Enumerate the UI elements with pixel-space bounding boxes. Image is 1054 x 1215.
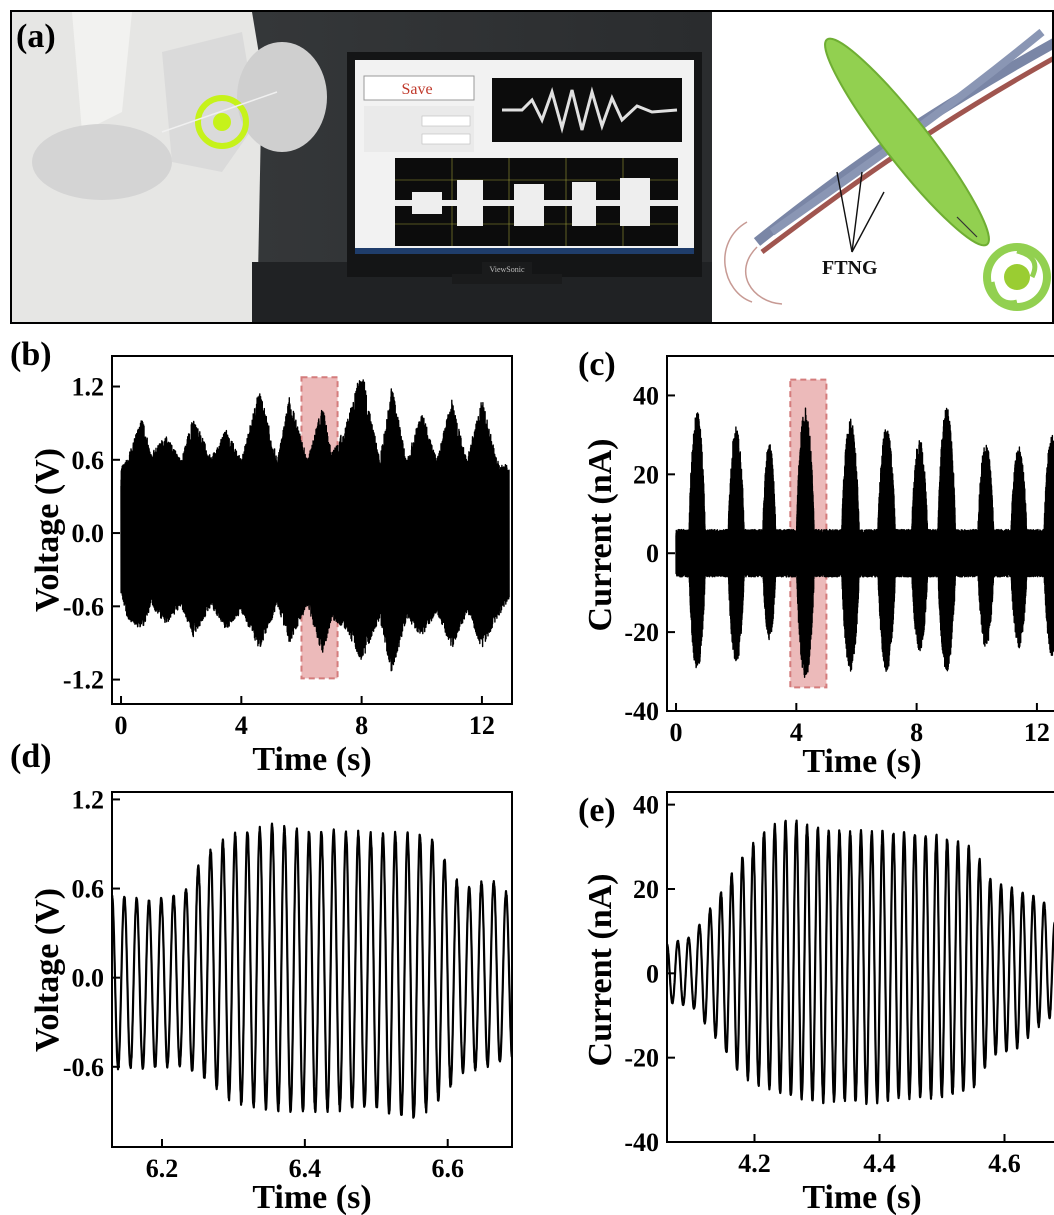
chart-b: 0 4 8 12 -1.2 -0.6 0.0 0.6 1.2 Time (s) Voltage … [29,355,513,778]
toy-spinner [195,95,249,149]
y-axis-label: Current (nA) [582,439,619,632]
series-line [120,379,510,672]
panel-letter-d: (d) [10,738,52,775]
y-tick-label: 0 [646,539,659,568]
y-tick-label: -40 [624,1128,659,1157]
x-tick-label: 12 [1024,718,1050,747]
y-axis-label: Voltage (V) [29,888,66,1052]
plot-frame [666,355,1054,712]
x-tick-label: 8 [910,718,923,747]
photo-composite: ViewSonic Save [12,12,1052,322]
y-tick-label: 0.6 [72,875,105,904]
x-tick-label: 6.6 [431,1154,464,1183]
y-tick-label: 20 [633,460,659,489]
x-tick-label: 4 [790,718,803,747]
y-tick-label: 40 [633,791,659,820]
x-tick-label: 4.4 [863,1149,896,1178]
panel-letter-a: (a) [16,18,56,55]
green-disc [824,37,990,247]
panel-letter-e: (e) [578,792,616,829]
screen-save-label: Save [401,81,432,98]
y-tick-label: 0 [646,959,659,988]
ftng-label: FTNG [822,257,878,279]
y-tick-label: 40 [633,381,659,410]
x-tick-label: 4.6 [988,1149,1021,1178]
panel-letter-b: (b) [10,336,52,373]
glove-left [32,124,172,200]
y-tick-label: 0.6 [72,446,105,475]
x-tick-label: 0 [670,718,683,747]
y-tick-label: 1.2 [72,373,105,402]
x-axis-label: Time (s) [252,741,371,778]
x-tick-label: 0 [115,711,128,740]
y-tick-label: -1.2 [63,666,104,695]
y-tick-label: 0.0 [72,519,105,548]
y-tick-label: -20 [624,618,659,647]
chart-c: 0 4 8 12 -40 -20 0 20 40 Time (s) Current (nA) [582,355,1054,780]
series-line [665,819,1054,1106]
x-axis-label: Time (s) [252,1179,371,1215]
screen-save-button [363,75,475,101]
glove-right [237,42,327,152]
y-axis-label: Current (nA) [582,874,619,1067]
monitor-brand: ViewSonic [489,265,525,274]
x-tick-label: 6.4 [289,1154,322,1183]
plot-frame [111,355,513,705]
x-tick-label: 12 [469,711,495,740]
y-tick-label: -40 [624,697,659,726]
y-tick-label: 0.0 [72,964,105,993]
x-axis-label: Time (s) [802,743,921,780]
chart-d: 6.2 6.4 6.6 -0.6 0.0 0.6 1.2 Time (s) Voltage … [29,785,513,1215]
panel-letter-c: (c) [578,346,616,383]
series-line [675,407,1054,678]
plot-frame [111,791,513,1148]
chart-e: 4.2 4.4 4.6 -40 -20 0 20 40 Time (s) Current (n… [582,791,1054,1215]
x-tick-label: 6.2 [146,1154,179,1183]
y-tick-label: -0.6 [63,1053,104,1082]
series-line [110,822,513,1119]
y-tick-label: 1.2 [72,785,105,814]
y-axis-label: Voltage (V) [29,448,66,612]
x-tick-label: 4 [235,711,248,740]
photo-panel-a: ViewSonic Save [10,10,1054,324]
y-tick-label: -0.6 [63,592,104,621]
x-tick-label: 8 [355,711,368,740]
y-tick-label: -20 [624,1044,659,1073]
x-axis-label: Time (s) [802,1179,921,1215]
y-tick-label: 20 [633,875,659,904]
plot-frame [666,791,1054,1143]
x-tick-label: 4.2 [738,1149,771,1178]
